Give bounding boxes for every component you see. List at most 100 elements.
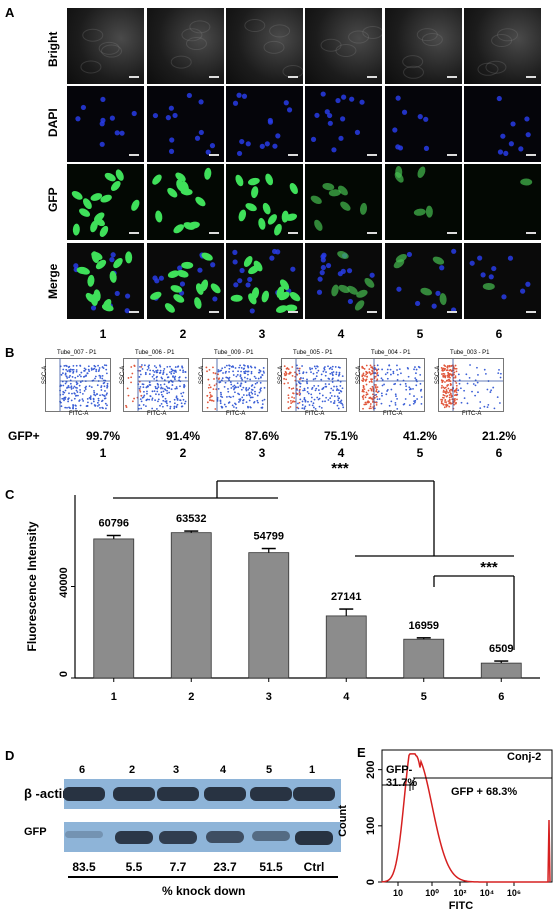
event-dot <box>66 377 69 379</box>
event-dot <box>101 394 104 396</box>
event-dot <box>62 397 65 400</box>
event-dot <box>312 406 315 409</box>
event-dot <box>453 371 456 374</box>
gfp-cell <box>167 270 180 278</box>
event-dot <box>228 370 230 373</box>
event-dot <box>247 405 249 408</box>
event-dot <box>247 366 250 369</box>
event-dot <box>147 367 150 369</box>
gfp-plus-label: GFP+ <box>8 429 40 443</box>
event-dot <box>209 399 211 402</box>
event-dot <box>287 368 290 371</box>
scale-bar <box>367 311 377 313</box>
gfp-cell <box>251 186 259 199</box>
event-dot <box>237 392 239 395</box>
event-dot <box>370 407 372 410</box>
event-dot <box>68 376 71 379</box>
event-dot <box>176 403 179 406</box>
gfp-cell <box>95 259 107 270</box>
knockdown-value-1: Ctrl <box>303 860 325 874</box>
event-dot <box>140 400 143 403</box>
event-dot <box>339 389 342 392</box>
event-dot <box>239 375 242 378</box>
event-dot <box>375 401 378 404</box>
nucleus <box>525 281 531 287</box>
gfp-cell <box>175 172 186 182</box>
nucleus <box>275 133 281 139</box>
event-dot <box>396 369 398 371</box>
histogram-curve <box>381 753 551 883</box>
event-dot <box>453 399 456 402</box>
gfp-cell <box>187 221 200 229</box>
event-dot <box>446 374 449 377</box>
event-dot <box>361 379 363 382</box>
event-dot <box>371 381 373 383</box>
event-dot <box>240 382 243 385</box>
gfp-cell <box>91 251 100 263</box>
tube-title-2: Tube_006 - P1 <box>135 350 175 356</box>
event-dot <box>165 401 167 403</box>
event-dot <box>75 369 78 371</box>
y-tick-label: 200 <box>365 760 377 778</box>
event-dot <box>442 396 445 399</box>
bar-4 <box>325 615 367 679</box>
event-dot <box>240 370 242 373</box>
event-dot <box>155 371 158 374</box>
event-dot <box>472 383 475 385</box>
event-dot <box>149 369 152 372</box>
event-dot <box>362 367 365 369</box>
scale-bar <box>526 76 536 78</box>
event-dot <box>341 387 344 390</box>
event-dot <box>73 397 76 400</box>
event-dot <box>130 376 133 379</box>
event-dot <box>287 401 290 403</box>
event-dot <box>148 398 151 401</box>
event-dot <box>448 396 451 399</box>
event-dot <box>414 401 416 404</box>
cell-outline <box>181 28 203 42</box>
nucleus <box>396 286 402 292</box>
event-dot <box>222 372 224 374</box>
nucleus <box>423 116 429 122</box>
gfp-cell <box>331 284 339 297</box>
event-dot <box>311 404 314 407</box>
gfp-cell <box>267 214 277 225</box>
event-dot <box>390 373 392 376</box>
event-dot <box>314 367 317 370</box>
event-dot <box>441 368 444 371</box>
event-dot <box>212 400 215 402</box>
gfp-cell <box>265 173 274 186</box>
event-dot <box>420 402 423 405</box>
event-dot <box>455 391 458 394</box>
event-dot <box>376 386 379 389</box>
event-dot <box>163 388 166 391</box>
event-dot <box>474 394 477 397</box>
gfp-cell <box>170 285 183 293</box>
event-dot <box>375 384 377 386</box>
event-dot <box>176 387 178 390</box>
event-dot <box>207 386 210 389</box>
micrograph-cells <box>232 92 293 157</box>
gfp-percent-4: 75.1% <box>323 429 359 443</box>
nucleus <box>272 143 278 149</box>
event-dot <box>257 401 259 404</box>
event-dot <box>298 372 301 375</box>
event-dot <box>131 372 134 375</box>
event-dot <box>209 386 212 389</box>
gfp-cell <box>71 190 83 200</box>
event-dot <box>297 381 300 384</box>
nucleus <box>327 120 333 126</box>
event-dot <box>444 381 446 383</box>
event-dot <box>148 381 151 384</box>
nucleus <box>165 115 171 121</box>
event-dot <box>162 371 165 374</box>
event-dot <box>283 372 286 375</box>
cell-outline <box>497 28 519 42</box>
event-dot <box>170 372 173 375</box>
event-dot <box>263 398 266 401</box>
event-dot <box>369 405 372 408</box>
nucleus <box>340 268 346 274</box>
event-dot <box>259 388 262 391</box>
event-dot <box>486 388 489 391</box>
event-dot <box>341 402 343 405</box>
